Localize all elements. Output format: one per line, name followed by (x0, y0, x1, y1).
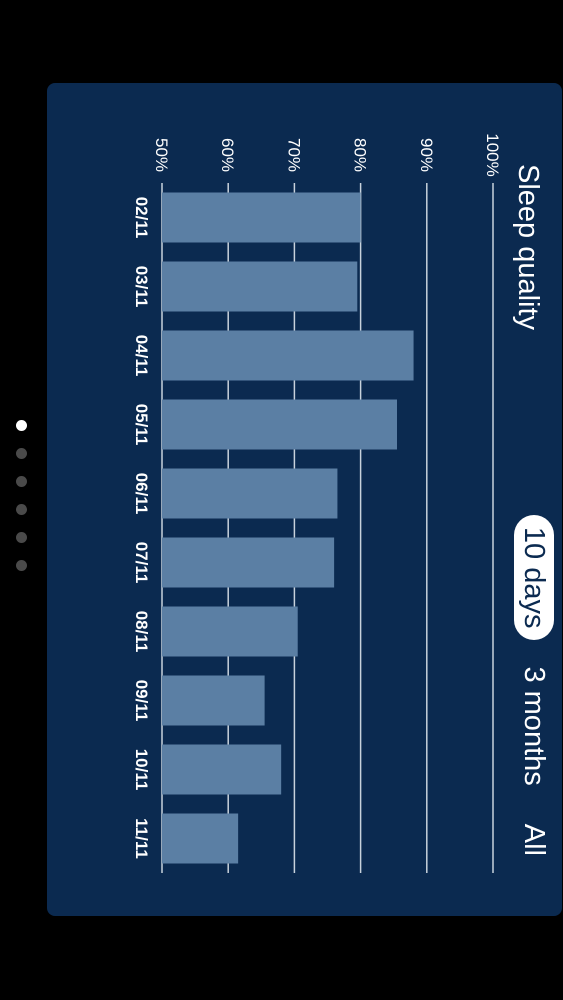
y-tick-label: 90% (417, 138, 436, 172)
x-tick-label: 11/11 (132, 818, 151, 859)
page-dot[interactable] (16, 504, 27, 515)
bar[interactable] (162, 537, 335, 588)
x-tick-label: 02/11 (132, 197, 151, 239)
page-dot[interactable] (16, 476, 27, 487)
x-tick-label: 05/11 (132, 404, 151, 446)
y-tick-label: 100% (483, 133, 502, 176)
page-dot[interactable] (16, 448, 27, 459)
page-indicator (16, 420, 27, 588)
sleep-quality-chart: 50% 60% 70% 80% 90% 100% 02/11 03/11 04/11 05/11 0… (132, 133, 502, 873)
bar[interactable] (162, 261, 358, 312)
bar[interactable] (162, 330, 414, 381)
x-tick-label: 04/11 (132, 335, 151, 377)
x-tick-label: 09/11 (132, 680, 151, 722)
bar[interactable] (162, 744, 282, 795)
bar[interactable] (162, 192, 361, 243)
rotated-content: Sleep quality 10 days 3 months All 50% 60… (47, 83, 562, 916)
y-tick-label: 80% (351, 138, 370, 172)
x-tick-label: 07/11 (132, 542, 151, 584)
bar[interactable] (162, 468, 338, 519)
x-tick-label: 08/11 (132, 611, 151, 653)
page-dot[interactable] (16, 532, 27, 543)
page-dot[interactable] (16, 420, 27, 431)
page-dot[interactable] (16, 560, 27, 571)
y-tick-label: 60% (218, 138, 237, 172)
x-tick-label: 06/11 (132, 473, 151, 515)
y-tick-label: 70% (284, 138, 303, 172)
y-tick-label: 50% (152, 138, 171, 172)
bar[interactable] (162, 813, 239, 864)
x-tick-label: 03/11 (132, 266, 151, 308)
bar[interactable] (162, 399, 398, 450)
sleep-quality-card: Sleep quality 10 days 3 months All 50% 60… (47, 83, 562, 916)
bar[interactable] (161, 675, 265, 726)
x-tick-label: 10/11 (132, 749, 151, 791)
bar[interactable] (161, 606, 298, 657)
